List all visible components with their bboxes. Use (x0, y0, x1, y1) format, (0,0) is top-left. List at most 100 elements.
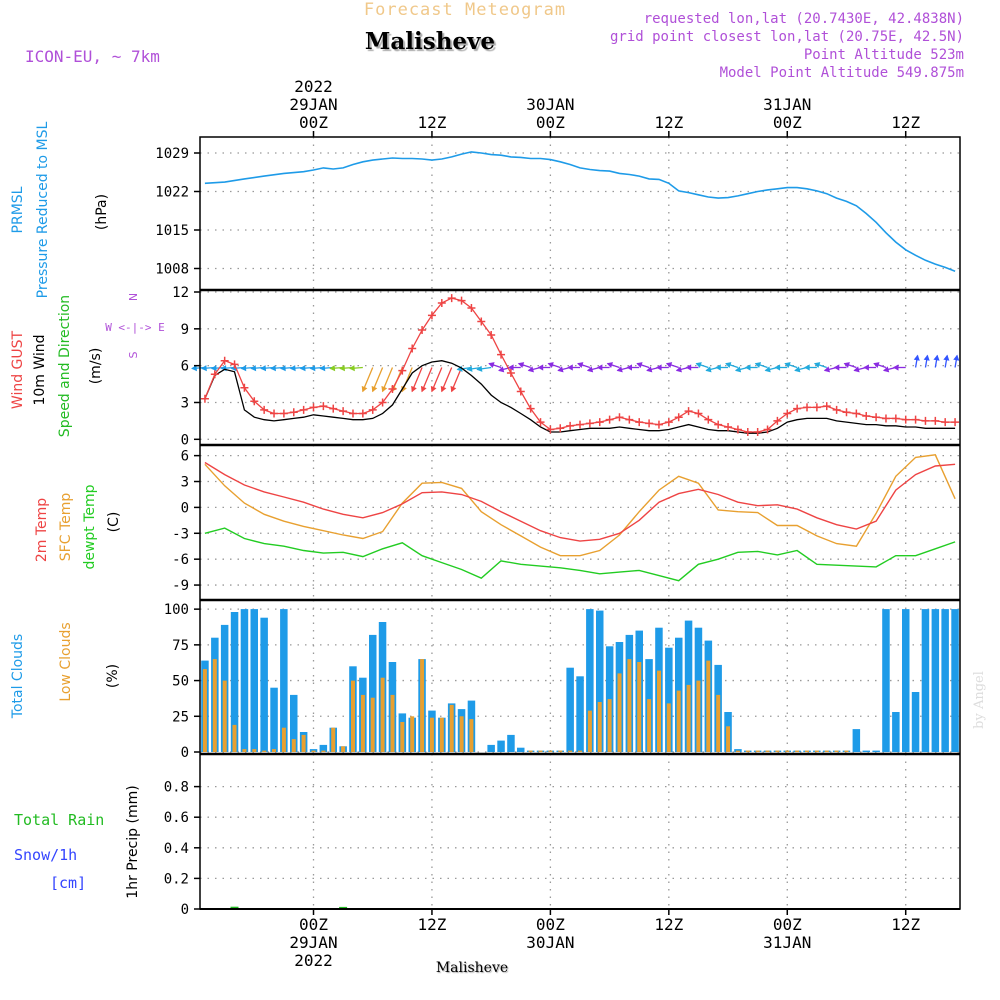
wind-arrow-head (586, 366, 594, 373)
total-cloud-bar (507, 734, 515, 752)
wind-arrow-head (715, 364, 721, 371)
total-cloud-bar (586, 609, 594, 752)
total-cloud-bar (309, 749, 318, 752)
gust-marker (497, 350, 506, 359)
gust-marker (566, 421, 575, 430)
gust-marker (674, 413, 683, 422)
pressure-line (204, 151, 956, 273)
gust-marker (635, 418, 644, 427)
low-cloud-bar (291, 739, 296, 752)
gust-marker (200, 394, 209, 403)
precip-y-ticks: 0 0.2 0.4 0.6 0.8 (164, 780, 200, 918)
low-cloud-bar (814, 750, 819, 752)
wind-arrow-head (675, 366, 682, 373)
requested-lonlat: requested lon,lat (20.7430E, 42.4838N) (644, 11, 964, 27)
wind-arrow-head (705, 366, 712, 373)
low-cloud-bar (607, 699, 612, 752)
precip-label-snow: Snow/1h (14, 846, 77, 864)
low-cloud-bar (657, 670, 661, 752)
gust-marker (427, 311, 436, 320)
temp-label-2m: 2m Temp (34, 498, 50, 562)
total-cloud-bar (596, 610, 604, 752)
gust-marker (852, 409, 861, 418)
low-cloud-bar (410, 716, 415, 752)
low-cloud-bar (469, 719, 474, 752)
outer-frame (199, 136, 961, 910)
wind-arrow-head (764, 366, 771, 373)
y-tick-label: 3 (181, 475, 189, 491)
clouds-label-low: Low Clouds (58, 622, 74, 701)
wind-arrow-head (289, 365, 296, 372)
wind-arrow-head (823, 366, 831, 373)
total-cloud-bar (911, 692, 920, 752)
wind-arrow-head (191, 365, 197, 372)
wind-arrow-head (853, 366, 860, 373)
y-tick-label: 0.8 (164, 780, 189, 796)
dewpt-line (204, 527, 956, 582)
wind-arrow-head (646, 366, 653, 373)
gust-marker (378, 398, 387, 407)
gust-marker (803, 403, 812, 412)
gust-marker (418, 326, 427, 335)
wind-arrow-head (450, 385, 457, 393)
low-cloud-bar (726, 726, 731, 752)
gust-marker (931, 416, 940, 425)
low-cloud-bar (795, 750, 800, 752)
wind-arrow-head (794, 366, 801, 373)
total-cloud-bar (951, 609, 959, 752)
gust-marker (832, 405, 841, 414)
wind-arrow-head (200, 365, 207, 372)
total-cloud-bar (369, 634, 377, 752)
total-cloud-bar (872, 750, 880, 752)
wind-arrow-head (577, 362, 584, 368)
total-cloud-bar (240, 609, 249, 752)
gust-marker (753, 427, 762, 436)
gust-marker (339, 407, 348, 416)
wind-arrow-head (843, 362, 850, 368)
wind-arrow-head (943, 354, 950, 361)
temperature-series (204, 454, 956, 582)
precip-panel: 0 0.2 0.4 0.6 0.8 Total Rain Snow/1h [cm] 1h… (14, 754, 960, 918)
low-cloud-bar (834, 750, 839, 752)
gust-marker (654, 420, 663, 429)
gust-marker (605, 415, 614, 424)
y-tick-label: 0 (181, 745, 189, 761)
gust-marker (901, 415, 910, 424)
gust-marker (348, 409, 357, 418)
wind-arrow-head (744, 364, 751, 371)
low-cloud-bar (360, 694, 365, 752)
wind-series (200, 294, 960, 436)
wind-arrow-head (440, 385, 447, 393)
wind-arrow-head (596, 364, 603, 371)
wind-arrow-head (210, 365, 217, 372)
low-cloud-bar (548, 750, 553, 752)
gust-marker (398, 366, 407, 375)
low-cloud-bar (587, 710, 592, 752)
time-label: 30JAN (526, 933, 574, 952)
time-label: 00Z (773, 113, 802, 132)
wind-arrow-head (814, 362, 821, 368)
low-cloud-bar (449, 704, 454, 752)
gust-marker (279, 409, 288, 418)
low-cloud-bar (301, 734, 306, 752)
wind-arrow-head (339, 365, 345, 372)
time-label: 2022 (294, 77, 333, 96)
point-altitude: Point Altitude 523m (804, 47, 964, 63)
gust-marker (526, 404, 535, 413)
wind-arrow-head (655, 364, 662, 371)
gust-marker (576, 420, 584, 429)
y-tick-label: 0.2 (164, 871, 189, 887)
low-cloud-bar (380, 677, 385, 752)
total-cloud-bar (497, 740, 505, 752)
wind-arrow-head (665, 362, 673, 368)
wind-arrow-head (517, 362, 525, 368)
low-cloud-bar (459, 716, 464, 752)
wind-arrow-head (725, 362, 732, 368)
low-cloud-bar (202, 669, 207, 752)
precip-grid (200, 754, 960, 910)
low-cloud-bar (745, 750, 750, 752)
low-cloud-bar (528, 750, 533, 752)
wind-arrow-head (833, 364, 840, 371)
gust-marker (724, 423, 733, 432)
